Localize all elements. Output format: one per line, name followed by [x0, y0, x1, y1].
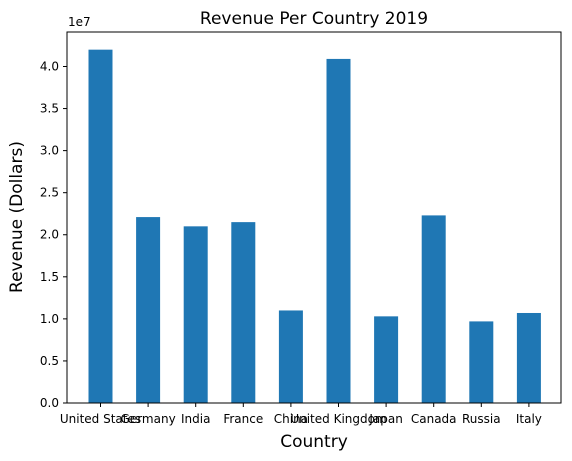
y-tick-label: 1.5	[40, 270, 59, 284]
bar	[136, 217, 161, 403]
bar	[374, 316, 399, 403]
y-tick-label: 1.0	[40, 312, 59, 326]
x-tick-label: France	[223, 412, 263, 426]
x-tick-label: Russia	[462, 412, 501, 426]
y-axis-offset-text: 1e7	[68, 15, 91, 29]
x-axis-label: Country	[280, 432, 348, 452]
x-tick-label: United States	[60, 412, 141, 426]
x-tick-label: Canada	[411, 412, 457, 426]
x-tick-label: Germany	[121, 412, 176, 426]
chart-title: Revenue Per Country 2019	[200, 9, 428, 29]
y-tick-label: 4.0	[40, 59, 59, 73]
y-tick-label: 0.0	[40, 396, 59, 410]
y-tick-label: 2.5	[40, 186, 59, 200]
x-tick-label: China	[274, 412, 308, 426]
bar	[278, 310, 303, 403]
bar	[516, 312, 541, 403]
plot-frame	[66, 31, 562, 404]
y-tick-label: 2.0	[40, 228, 59, 242]
x-tick-label: India	[181, 412, 210, 426]
bar	[88, 49, 113, 404]
x-tick-label: United Kingdom	[290, 412, 386, 426]
y-axis-label: Revenue (Dollars)	[7, 141, 27, 293]
y-tick-label: 3.0	[40, 144, 59, 158]
x-tick-label: Japan	[368, 412, 402, 426]
bar	[183, 226, 208, 403]
bar	[469, 321, 494, 403]
bar	[231, 222, 256, 403]
y-axis: 0.0 0.5 1.0 1.5 2.0 2.5 3.0 3.5 4.0	[40, 59, 67, 410]
bar	[421, 215, 446, 403]
bar	[326, 58, 351, 404]
y-tick-label: 3.5	[40, 102, 59, 116]
y-tick-label: 0.5	[40, 354, 59, 368]
bars-group	[88, 49, 541, 404]
x-tick-label: Italy	[516, 412, 542, 426]
